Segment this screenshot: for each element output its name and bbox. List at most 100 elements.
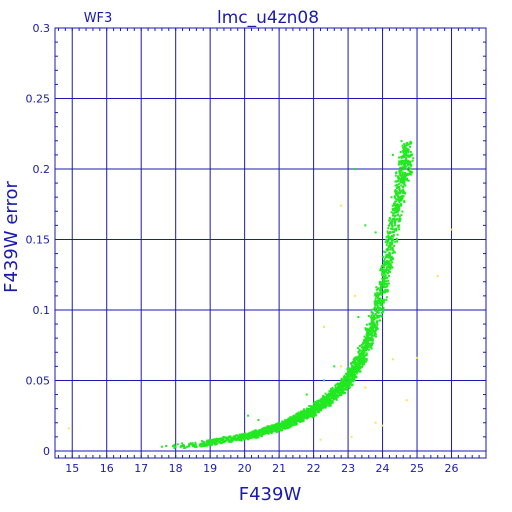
data-point (367, 345, 370, 348)
data-point (362, 361, 365, 364)
data-point (385, 285, 388, 288)
data-point (371, 316, 374, 319)
data-point (269, 430, 272, 433)
data-point (343, 376, 346, 379)
data-point (314, 410, 317, 413)
data-point (376, 296, 379, 299)
data-point (402, 188, 405, 191)
data-point (271, 427, 274, 430)
data-point (358, 349, 361, 352)
data-point (382, 306, 385, 309)
data-point (191, 443, 194, 446)
data-point (340, 365, 343, 368)
data-point (389, 231, 392, 234)
data-point (247, 436, 250, 439)
data-point (315, 404, 318, 407)
data-point (267, 425, 270, 428)
data-point (378, 289, 381, 292)
data-point (362, 342, 365, 345)
data-point (391, 248, 394, 251)
data-point (360, 359, 363, 362)
data-point (313, 413, 316, 416)
data-point (359, 356, 362, 359)
data-point (324, 392, 327, 395)
data-point (173, 447, 176, 450)
data-point (391, 204, 394, 207)
x-tick-label: 26 (445, 462, 459, 475)
data-point (390, 236, 393, 239)
data-point (400, 163, 403, 166)
data-point (396, 187, 399, 190)
data-point (396, 184, 399, 187)
data-point (398, 185, 401, 188)
data-point (311, 414, 314, 417)
data-point (275, 426, 278, 429)
data-point (401, 172, 404, 175)
data-point (397, 183, 400, 186)
data-point (326, 400, 329, 403)
data-point (371, 308, 374, 311)
data-point (403, 149, 406, 152)
data-point (230, 438, 233, 441)
data-point (354, 356, 357, 359)
data-point (381, 299, 384, 302)
data-point (276, 424, 279, 427)
data-point (315, 414, 318, 417)
data-point (361, 350, 364, 353)
data-point (370, 311, 373, 314)
data-point (361, 365, 364, 368)
data-point (382, 299, 385, 302)
data-point (387, 237, 390, 240)
data-point (374, 313, 377, 316)
data-point (358, 367, 361, 370)
data-point (346, 375, 349, 378)
data-point (375, 307, 378, 310)
data-point (394, 184, 397, 187)
data-point (397, 191, 400, 194)
data-point (392, 218, 395, 221)
data-point (392, 230, 395, 233)
data-point (237, 438, 240, 441)
data-point (390, 243, 393, 246)
data-point (337, 392, 340, 395)
data-point (405, 161, 408, 164)
data-point (306, 414, 309, 417)
data-point (305, 417, 308, 420)
data-point (364, 354, 367, 357)
data-point (311, 409, 314, 412)
data-point (400, 175, 403, 178)
data-point (379, 285, 382, 288)
data-point (199, 443, 202, 446)
data-point (362, 349, 365, 352)
data-point (245, 437, 248, 440)
data-point (205, 441, 208, 444)
data-point (273, 427, 276, 430)
data-point (329, 404, 332, 407)
y-tick-label: 0.25 (26, 92, 51, 105)
data-point (367, 314, 370, 317)
data-point (383, 285, 386, 288)
data-point (390, 222, 393, 225)
data-point (406, 149, 409, 152)
data-point (181, 442, 184, 445)
data-point (320, 405, 323, 408)
data-point (325, 402, 328, 405)
data-point (397, 205, 400, 208)
data-point (322, 400, 325, 403)
data-point (271, 424, 274, 427)
data-point (373, 330, 376, 333)
data-point (349, 369, 352, 372)
data-point (401, 195, 404, 198)
data-point (365, 358, 368, 361)
data-point (335, 394, 338, 397)
data-point (392, 250, 395, 253)
data-point (318, 403, 321, 406)
data-point (376, 294, 379, 297)
data-point (397, 220, 400, 223)
data-point (365, 354, 368, 357)
data-point (367, 348, 370, 351)
data-point (296, 413, 299, 416)
data-point (340, 204, 343, 207)
data-point (363, 339, 366, 342)
data-point (198, 444, 201, 447)
